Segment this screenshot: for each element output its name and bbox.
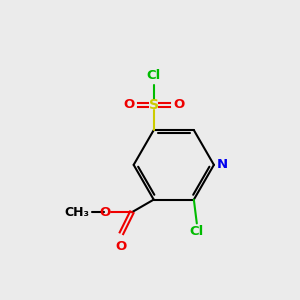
Text: S: S — [149, 98, 159, 112]
Text: N: N — [216, 158, 227, 171]
Text: Cl: Cl — [190, 226, 204, 238]
Text: O: O — [116, 240, 127, 253]
Text: O: O — [99, 206, 110, 219]
Text: Cl: Cl — [147, 69, 161, 82]
Text: CH₃: CH₃ — [64, 206, 90, 219]
Text: O: O — [123, 98, 134, 111]
Text: O: O — [173, 98, 184, 111]
